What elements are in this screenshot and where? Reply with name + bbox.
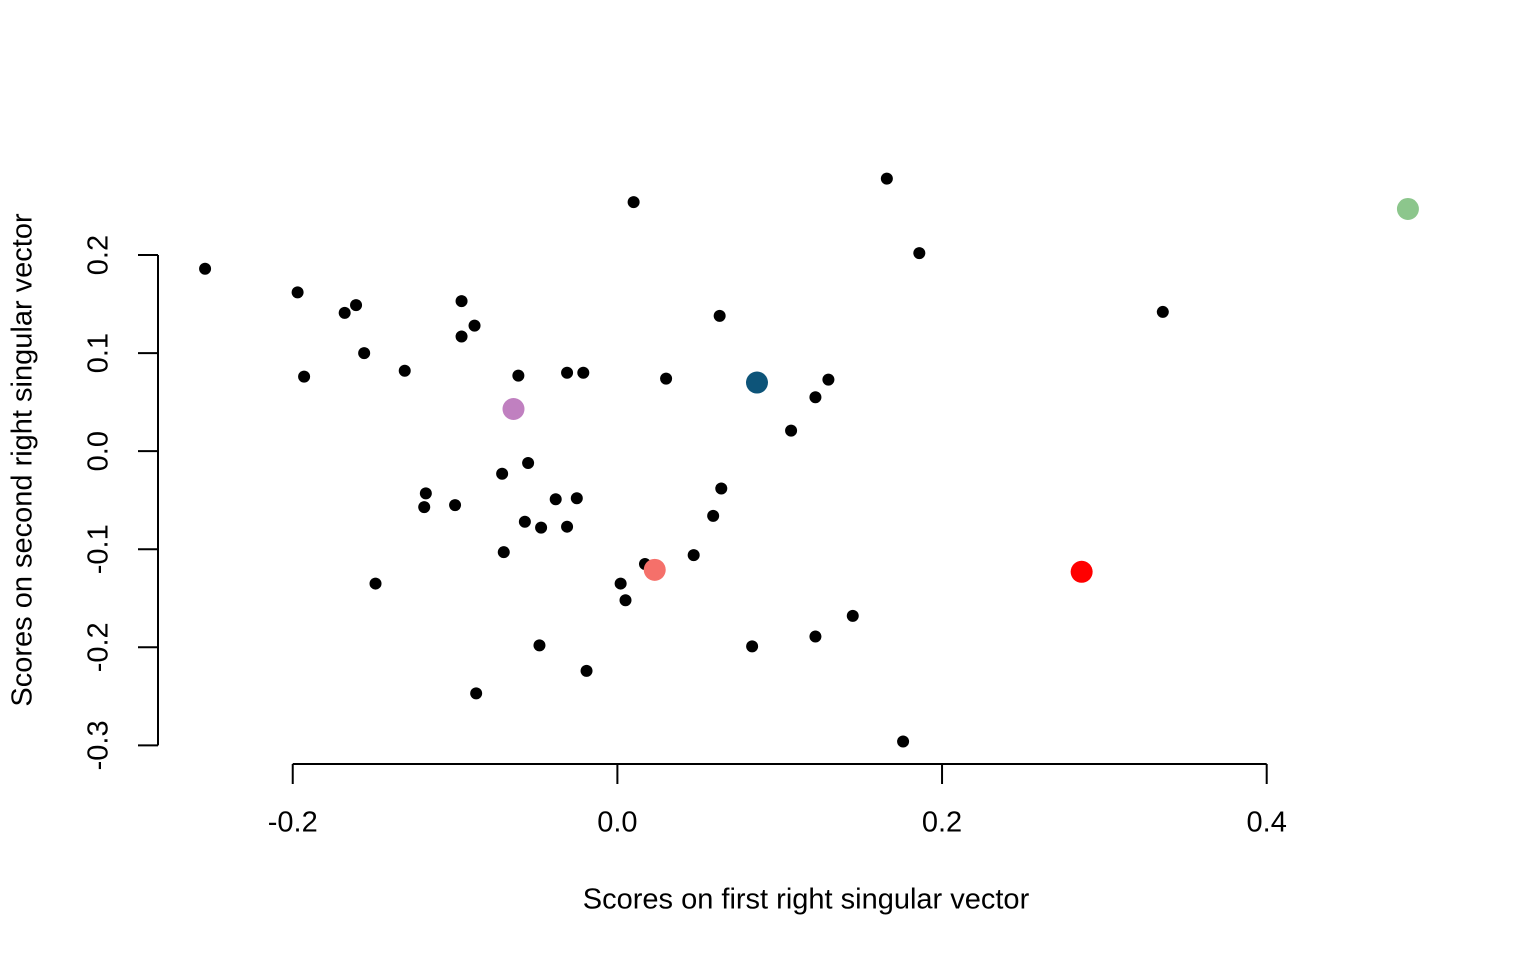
point	[707, 509, 720, 522]
highlight-point	[745, 371, 768, 394]
point	[809, 391, 822, 404]
point	[746, 640, 759, 653]
y-tick-label: 0.2	[83, 235, 115, 275]
point	[298, 370, 311, 383]
point	[199, 262, 212, 275]
y-axis-title: Scores on second right singular vector	[7, 213, 39, 707]
point	[549, 493, 562, 506]
point	[512, 369, 525, 382]
point	[398, 364, 411, 377]
y-tick-label: 0.1	[83, 333, 115, 373]
point	[518, 515, 531, 528]
point	[358, 347, 371, 360]
point	[580, 664, 593, 677]
point	[715, 482, 728, 495]
point	[619, 594, 632, 607]
point	[522, 456, 535, 469]
point	[897, 735, 910, 748]
y-tick-label: 0.0	[83, 431, 115, 471]
y-tick-label: -0.1	[83, 524, 115, 574]
point	[418, 501, 431, 514]
highlight-point	[502, 398, 525, 421]
point	[561, 520, 574, 533]
highlight-point	[1396, 197, 1419, 220]
highlight-point	[643, 558, 666, 581]
x-tick-label: 0.2	[922, 807, 962, 839]
point	[577, 366, 590, 379]
point	[822, 373, 835, 386]
x-tick-label: -0.2	[268, 807, 318, 839]
point	[913, 247, 926, 260]
highlight-point	[1070, 560, 1093, 583]
y-tick-label: -0.3	[83, 720, 115, 770]
point	[713, 309, 726, 322]
point	[880, 172, 893, 185]
point	[419, 487, 432, 500]
x-tick-label: 0.0	[597, 807, 637, 839]
point	[449, 499, 462, 512]
point	[455, 295, 468, 308]
point	[785, 424, 798, 437]
point	[369, 577, 382, 590]
x-tick-label: 0.4	[1247, 807, 1287, 839]
point	[1156, 305, 1169, 318]
point	[535, 521, 548, 534]
y-tick-label: -0.2	[83, 622, 115, 672]
point	[809, 630, 822, 643]
point	[338, 306, 351, 319]
point	[561, 366, 574, 379]
point	[350, 299, 363, 312]
point	[496, 467, 509, 480]
point	[614, 577, 627, 590]
point	[470, 687, 483, 700]
point	[455, 330, 468, 343]
point	[533, 639, 546, 652]
x-axis-title: Scores on first right singular vector	[583, 884, 1030, 916]
point	[291, 286, 304, 299]
point	[497, 546, 510, 559]
point	[846, 609, 859, 622]
point	[570, 492, 583, 505]
point	[627, 196, 640, 209]
point	[687, 549, 700, 562]
point	[660, 372, 673, 385]
point	[468, 319, 481, 332]
